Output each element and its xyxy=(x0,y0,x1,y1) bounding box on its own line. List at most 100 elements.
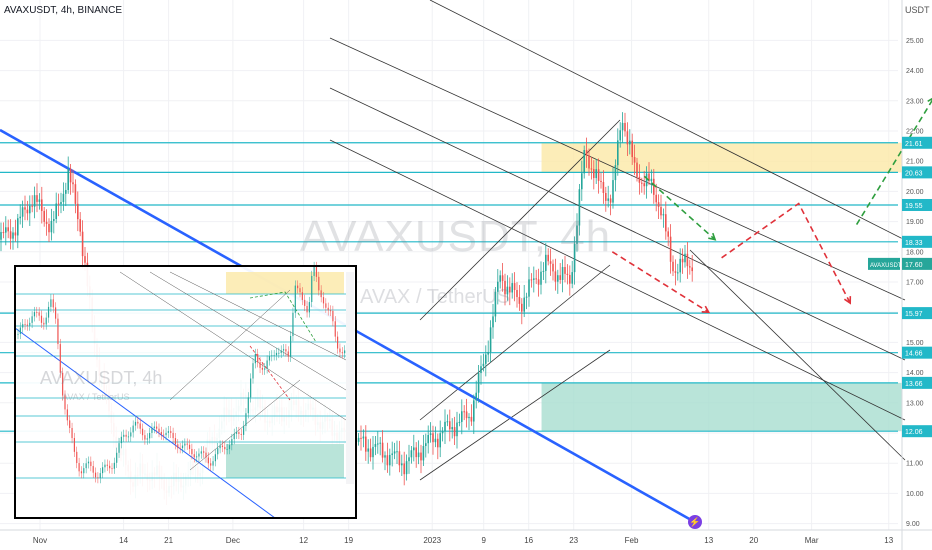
inset-watermark-symbol: AVAXUSDT, 4h xyxy=(40,368,163,388)
candle-body xyxy=(489,327,492,352)
watermark-symbol: AVAXUSDT, 4h xyxy=(300,212,612,261)
inset-candle-body xyxy=(172,432,174,439)
inset-candle-body xyxy=(153,426,155,429)
candle-body xyxy=(9,231,12,239)
inset-candle-body xyxy=(83,468,85,474)
candle-body xyxy=(554,271,557,282)
inset-candle-body xyxy=(31,316,33,323)
candle-body xyxy=(619,130,621,141)
candle-body xyxy=(36,195,38,202)
inset-candle-body xyxy=(120,436,122,444)
inset-candle-body xyxy=(156,426,158,429)
inset-candle-body xyxy=(329,310,332,312)
candle-body xyxy=(684,253,686,263)
candle-body xyxy=(446,421,449,423)
level-tag xyxy=(902,307,932,320)
candle-body xyxy=(506,286,509,295)
y-tick-label: 10.00 xyxy=(906,491,924,498)
inset-candle-body xyxy=(186,443,188,445)
candle-body xyxy=(648,173,650,182)
candle-body xyxy=(597,169,600,181)
candle-body xyxy=(621,122,624,131)
inset-candle-body xyxy=(325,303,327,308)
inset-candle-body xyxy=(184,443,186,446)
inset-candle-body xyxy=(301,292,303,300)
candle-body xyxy=(571,272,573,284)
flash-icon[interactable]: ⚡ xyxy=(688,515,702,529)
candle-body xyxy=(434,438,437,443)
inset-watermark-pair: AVAX / TetherUS xyxy=(62,392,130,402)
candle-body xyxy=(482,363,485,367)
candle-body xyxy=(432,433,434,443)
inset-candle-body xyxy=(118,443,120,453)
inset-candle-body xyxy=(181,445,184,449)
candle-body xyxy=(437,438,439,448)
candle-body xyxy=(530,279,533,281)
candle-body xyxy=(499,275,501,282)
level-tag-label: 21.61 xyxy=(905,141,923,148)
inset-candle-body xyxy=(64,395,66,410)
candle-body xyxy=(2,232,5,234)
candle-body xyxy=(645,173,648,187)
inset-candle-body xyxy=(257,354,259,363)
candle-body xyxy=(679,258,681,273)
inset-candle-body xyxy=(273,355,275,357)
inset-candle-body xyxy=(111,468,113,470)
inset-channel-line xyxy=(169,271,347,361)
inset-candle-body xyxy=(341,352,343,354)
candle-body xyxy=(441,431,444,434)
candle-body xyxy=(41,199,43,211)
candle-body xyxy=(559,275,561,280)
inset-candle-body xyxy=(50,299,52,307)
inset-candle-body xyxy=(221,445,224,447)
candle-body xyxy=(614,165,617,181)
candle-body xyxy=(384,455,386,458)
inset-candle-body xyxy=(304,299,306,306)
level-tag xyxy=(902,198,932,211)
inset-candle-body xyxy=(132,425,134,433)
x-tick-label: Nov xyxy=(33,536,47,545)
y-tick-label: 9.00 xyxy=(906,521,920,528)
candle-body xyxy=(458,421,461,423)
inset-candle-body xyxy=(167,431,169,433)
candle-body xyxy=(633,157,636,163)
inset-candle-body xyxy=(43,322,45,325)
candle-body xyxy=(463,411,465,413)
inset-candle-body xyxy=(233,433,235,440)
inset-candle-body xyxy=(165,432,167,436)
inset-candle-body xyxy=(85,463,87,469)
x-tick-label: 12 xyxy=(299,536,308,545)
candle-body xyxy=(26,209,29,214)
inset-candle-body xyxy=(261,367,263,370)
zones xyxy=(541,142,902,432)
candle-body xyxy=(540,271,542,285)
inset-candle-body xyxy=(313,267,315,276)
inset-candle-body xyxy=(24,324,26,325)
channel-line-down xyxy=(429,0,906,241)
inset-supply-zone xyxy=(226,272,344,294)
channel-line-up xyxy=(419,264,611,421)
inset-candle-body xyxy=(144,435,146,440)
inset-candle-body xyxy=(146,438,148,440)
inset-candle-body xyxy=(99,473,101,479)
candle-body xyxy=(415,447,417,458)
inset-candle-body xyxy=(97,477,99,479)
candle-body xyxy=(643,183,645,187)
inset-channel-line xyxy=(149,271,347,391)
candle-body xyxy=(374,444,377,447)
inset-candle-body xyxy=(254,354,256,364)
channel-line-up xyxy=(419,349,611,481)
inset-candle-body xyxy=(174,438,177,445)
inset-candle-body xyxy=(102,467,104,474)
inset-candle-body xyxy=(52,299,54,308)
candle-body xyxy=(605,193,607,201)
inset-candle-body xyxy=(123,434,125,437)
inset-candle-body xyxy=(36,312,38,313)
inset-candle-body xyxy=(235,432,238,434)
candle-body xyxy=(379,442,381,444)
candle-body xyxy=(583,150,585,174)
candle-body xyxy=(686,253,689,267)
y-tick-label: 24.00 xyxy=(906,68,924,75)
